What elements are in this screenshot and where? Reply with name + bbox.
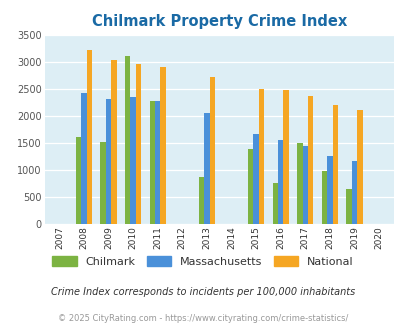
Bar: [125, 56, 130, 224]
Bar: [332, 105, 337, 224]
Bar: [155, 101, 160, 224]
Bar: [81, 93, 87, 224]
Text: Crime Index corresponds to incidents per 100,000 inhabitants: Crime Index corresponds to incidents per…: [51, 287, 354, 297]
Text: © 2025 CityRating.com - https://www.cityrating.com/crime-statistics/: © 2025 CityRating.com - https://www.city…: [58, 314, 347, 323]
Bar: [149, 101, 155, 224]
Bar: [198, 177, 204, 224]
Bar: [351, 161, 356, 224]
Title: Chilmark Property Crime Index: Chilmark Property Crime Index: [92, 14, 346, 29]
Bar: [356, 110, 362, 224]
Bar: [247, 149, 253, 224]
Bar: [111, 60, 116, 224]
Bar: [87, 50, 92, 224]
Bar: [106, 99, 111, 224]
Bar: [296, 143, 302, 224]
Bar: [253, 134, 258, 224]
Legend: Chilmark, Massachusetts, National: Chilmark, Massachusetts, National: [52, 256, 353, 267]
Bar: [277, 140, 283, 224]
Bar: [209, 77, 215, 224]
Bar: [345, 189, 351, 224]
Bar: [302, 146, 307, 224]
Bar: [283, 90, 288, 224]
Bar: [204, 113, 209, 224]
Bar: [258, 89, 264, 224]
Bar: [326, 156, 332, 224]
Bar: [100, 142, 106, 224]
Bar: [160, 67, 166, 224]
Bar: [136, 64, 141, 224]
Bar: [130, 97, 136, 224]
Bar: [272, 182, 277, 224]
Bar: [307, 96, 313, 224]
Bar: [76, 137, 81, 224]
Bar: [321, 171, 326, 224]
